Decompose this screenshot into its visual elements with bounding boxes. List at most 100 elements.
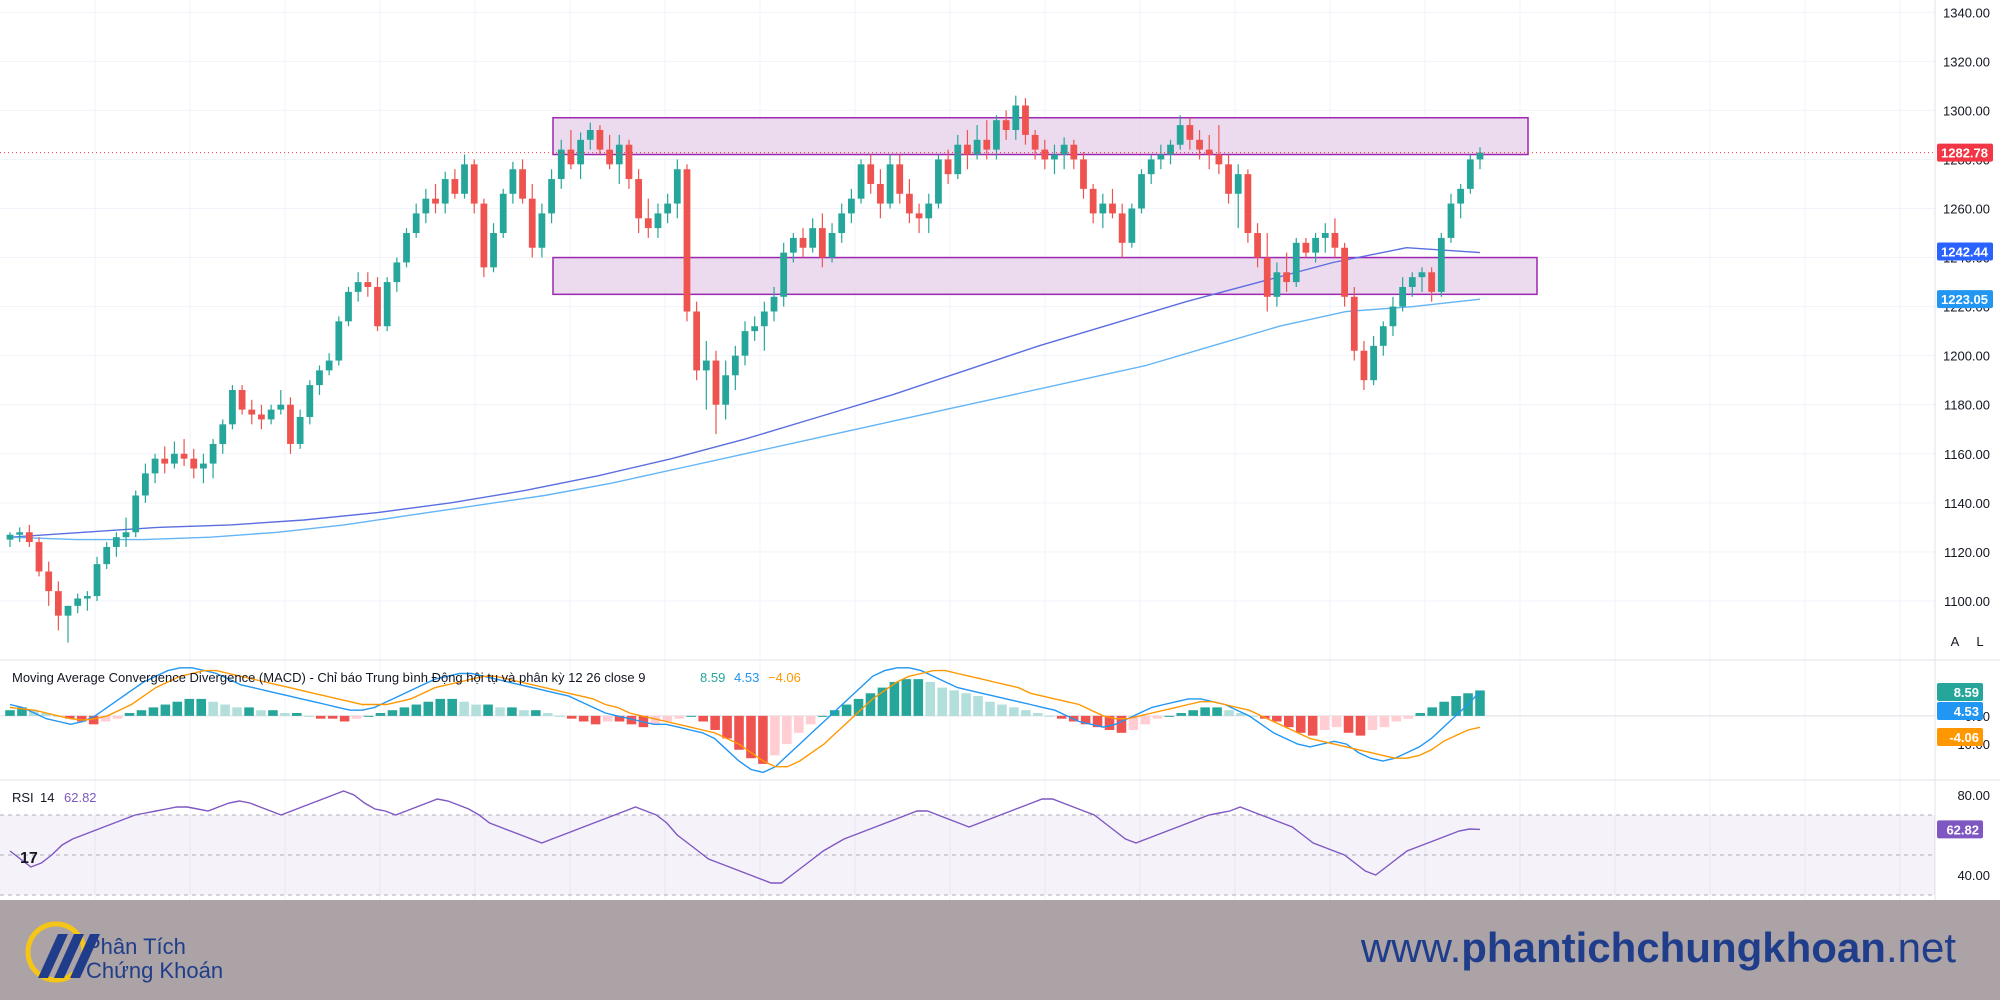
candle-body [731, 355, 739, 376]
candle-body [142, 473, 149, 496]
candle-body [200, 463, 207, 469]
candle-body [1254, 233, 1261, 258]
candle-body [209, 443, 217, 464]
macd-hist-bar [483, 704, 493, 716]
macd-hist-bar [1475, 690, 1485, 716]
ma-long-badge-bg [1937, 290, 1993, 309]
candle-body [1147, 159, 1155, 175]
macd-hist-bar [746, 715, 756, 759]
signal-badge-bg [1937, 702, 1983, 720]
candle-body [325, 360, 333, 371]
candle-body [548, 179, 555, 214]
candle-body [1447, 203, 1455, 238]
candle-body [1476, 152, 1484, 160]
rsi-value: 62.82 [64, 790, 97, 805]
candle-body [1176, 125, 1184, 145]
candle-body [606, 149, 613, 165]
candle-body [596, 130, 604, 150]
macd-hist-bar [889, 681, 900, 716]
candle-body [480, 203, 488, 268]
macd-hist-bar [459, 701, 469, 716]
macd-hist-bar [1080, 715, 1091, 725]
macd-hist-bar [1104, 715, 1115, 730]
candle-body [499, 193, 507, 234]
candle-body [867, 164, 875, 184]
macd-hist-bar [578, 715, 589, 722]
hist-badge-bg [1937, 728, 1983, 746]
candle-body [64, 605, 72, 616]
macd-hist-bar [1379, 715, 1390, 728]
candle-body [818, 228, 826, 258]
macd-hist-bar [1188, 710, 1198, 716]
macd-hist-bar [829, 710, 840, 716]
candle-body [306, 385, 314, 417]
macd-hist-bar [794, 715, 804, 733]
macd-hist-bar [435, 698, 446, 716]
candle-body [1457, 188, 1465, 204]
candle-body [973, 139, 981, 155]
trading-chart[interactable]: 1340.001320.001300.001280.001260.001240.… [0, 0, 2000, 900]
candle-body [248, 409, 256, 415]
candle-body [1350, 296, 1358, 351]
candlesticks [6, 95, 1484, 643]
macd-hist-bar [1033, 713, 1043, 716]
candle-body [1370, 345, 1378, 381]
candle-body [1215, 154, 1223, 165]
candle-body [1283, 272, 1290, 283]
macd-hist-bar [877, 687, 888, 716]
price-tick-label: 1100.00 [1944, 594, 1990, 609]
macd-hist-bar [292, 713, 302, 716]
candle-body [906, 193, 913, 214]
candle-body [693, 311, 701, 371]
log-scale-button[interactable]: L [1970, 632, 1990, 652]
candle-body [6, 534, 14, 540]
candle-body [354, 282, 362, 292]
candle-body [383, 282, 391, 327]
candle-body [983, 139, 991, 150]
auto-scale-button[interactable]: A [1945, 632, 1965, 652]
macd-hist-bar [1319, 715, 1330, 730]
macd-hist-bar [650, 715, 661, 725]
moving-averages [9, 246, 1481, 541]
candle-body [964, 144, 971, 155]
candle-body [809, 228, 817, 248]
candle-body [702, 360, 710, 371]
candle-body [722, 375, 730, 405]
macd-value-signal: 4.53 [734, 670, 759, 685]
macd-hist-bar [1021, 710, 1031, 716]
candle-body [751, 326, 759, 332]
candle-body [393, 262, 401, 283]
candle-body [490, 233, 497, 268]
macd-hist-bar [1343, 715, 1354, 733]
brand-name-line1: Phân Tích [86, 934, 186, 959]
candle-body [296, 416, 304, 444]
macd-hist-bar [112, 715, 123, 719]
candle-body [1389, 306, 1397, 327]
candle-body [577, 139, 584, 165]
candle-body [1341, 247, 1348, 297]
candle-body [432, 198, 439, 204]
website-url[interactable]: www.phantichchungkhoan.net [1361, 924, 1956, 972]
macd-hist-bar [495, 707, 505, 716]
ma-long-badge: 1223.05 [1937, 290, 1993, 309]
macd-hist-bar [1092, 715, 1103, 728]
candle-body [509, 169, 517, 194]
macd-hist-bar [136, 710, 147, 716]
macd-hist-bar [853, 698, 864, 716]
candle-body [1428, 272, 1436, 292]
ma-slow-line [9, 246, 1481, 538]
macd-hist-bar [1284, 715, 1294, 728]
macd-hist-bar [124, 713, 135, 716]
candle-body [1041, 149, 1049, 160]
macd-hist-bar [244, 707, 254, 716]
macd-hist-bar [841, 704, 852, 716]
macd-badge-label: 8.59 [1954, 685, 1979, 700]
candle-body [1302, 242, 1310, 253]
price-axis[interactable]: 1340.001320.001300.001280.001260.001240.… [1937, 5, 1993, 883]
macd-hist-bar [1295, 715, 1306, 733]
macd-hist-bar [949, 690, 959, 716]
macd-hist-bar [507, 707, 517, 716]
price-tick-label: 1120.00 [1944, 545, 1990, 560]
macd-line [9, 667, 1481, 774]
macd-badge-bg [1937, 683, 1983, 701]
